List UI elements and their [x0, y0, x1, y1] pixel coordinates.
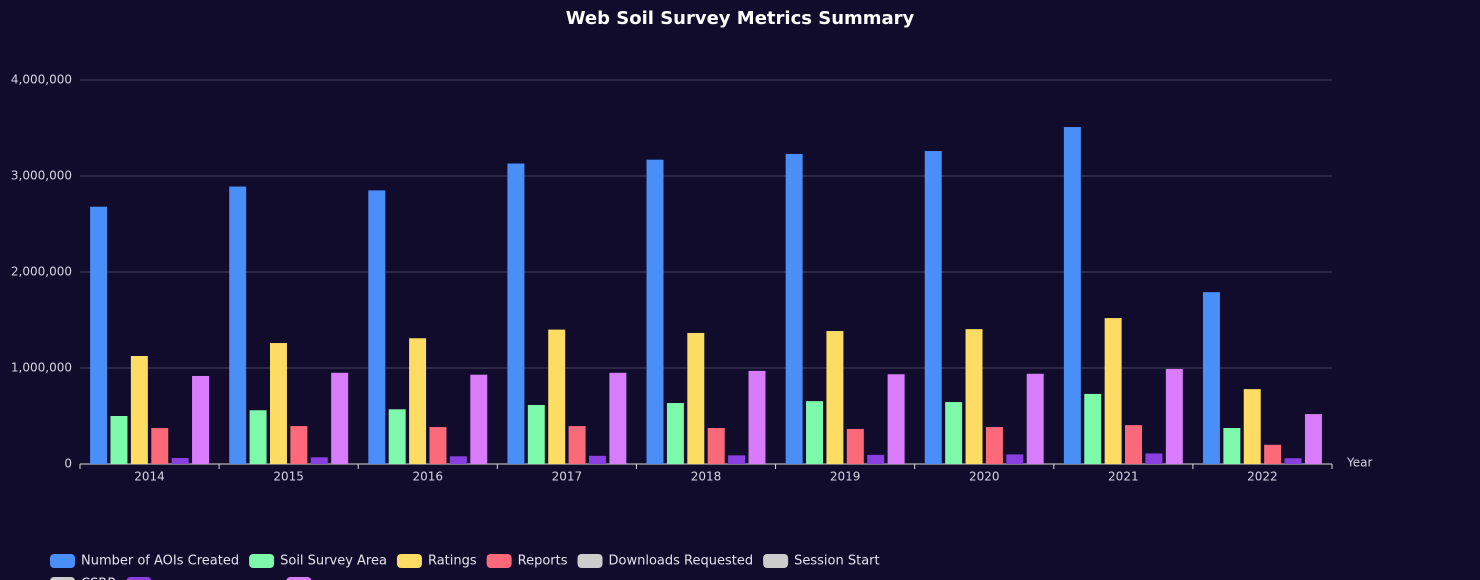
bar: [1145, 453, 1163, 464]
legend-label[interactable]: Number of AOIs Created: [81, 554, 239, 569]
bar: [687, 332, 705, 464]
y-tick-label: 0: [64, 457, 72, 471]
legend-swatch[interactable]: [577, 554, 603, 568]
bar: [310, 457, 328, 464]
legend-swatch[interactable]: [50, 554, 75, 568]
x-axis-label: Year: [1346, 456, 1372, 470]
x-tick-label: 2018: [691, 470, 722, 484]
y-tick-label: 3,000,000: [11, 169, 72, 183]
x-tick-label: 2020: [969, 470, 1000, 484]
bar: [1243, 389, 1261, 464]
legend-swatch[interactable]: [286, 577, 312, 580]
legend-swatch[interactable]: [763, 554, 789, 568]
legend-swatch[interactable]: [486, 554, 512, 568]
bar: [609, 372, 627, 464]
legend-swatch[interactable]: [50, 577, 75, 580]
legend-label[interactable]: CSRR: [81, 577, 116, 580]
bar: [1202, 292, 1220, 464]
bar: [409, 338, 427, 464]
bar: [1006, 454, 1024, 464]
bar: [924, 151, 942, 465]
legend-label[interactable]: Ratings: [428, 554, 477, 569]
bar: [90, 206, 108, 464]
bar: [867, 454, 885, 464]
bar: [249, 410, 267, 464]
bar: [507, 163, 525, 464]
bar: [568, 426, 586, 464]
legend-label[interactable]: Downloads Requested: [609, 554, 754, 569]
legend-swatch[interactable]: [249, 554, 275, 568]
y-tick-label: 1,000,000: [11, 361, 72, 375]
x-tick-label: 2016: [413, 470, 444, 484]
bar: [1026, 373, 1044, 464]
bar: [588, 455, 606, 464]
bar: [707, 428, 725, 464]
bar: [368, 190, 386, 464]
bar: [806, 401, 824, 464]
bar: [1223, 428, 1241, 464]
bar: [785, 153, 803, 465]
x-tick-label: 2019: [830, 470, 861, 484]
bar: [666, 403, 684, 464]
bar: [887, 374, 905, 464]
x-tick-label: 2014: [134, 470, 165, 484]
bar: [646, 159, 664, 464]
bar: [548, 329, 566, 464]
bar: [985, 427, 1003, 464]
bar: [229, 186, 247, 464]
bar: [1284, 458, 1302, 464]
legend-label[interactable]: Reports: [518, 554, 568, 569]
bar: [1264, 444, 1282, 464]
bar: [728, 455, 746, 464]
bar: [388, 409, 406, 464]
bar: [527, 404, 545, 464]
x-tick-label: 2015: [273, 470, 304, 484]
bar: [470, 374, 488, 464]
bar: [826, 331, 844, 464]
bar: [1063, 127, 1081, 464]
bar: [171, 458, 189, 464]
bar: [429, 427, 447, 464]
bar: [945, 402, 963, 464]
x-tick-label: 2021: [1108, 470, 1139, 484]
y-tick-label: 2,000,000: [11, 265, 72, 279]
y-tick-label: 4,000,000: [11, 73, 72, 87]
x-tick-label: 2022: [1247, 470, 1278, 484]
bar: [130, 356, 148, 464]
bar: [449, 456, 467, 464]
bar: [290, 426, 308, 464]
bar: [965, 329, 983, 464]
bar: [269, 343, 287, 464]
bar: [1304, 414, 1322, 464]
bar: [192, 375, 210, 464]
bar: [1104, 318, 1122, 464]
x-tick-label: 2017: [552, 470, 583, 484]
bar: [151, 428, 169, 464]
legend-label[interactable]: Session Start: [794, 554, 880, 569]
bar: [1125, 425, 1143, 464]
chart-title: Web Soil Survey Metrics Summary: [566, 8, 915, 29]
bar: [846, 428, 864, 464]
bar: [331, 372, 349, 464]
legend-swatch[interactable]: [126, 577, 152, 580]
bar: [748, 370, 766, 464]
bar: [1165, 368, 1183, 464]
legend-label[interactable]: Soil Survey Area: [280, 554, 387, 569]
bar: [110, 416, 128, 464]
legend-swatch[interactable]: [396, 554, 422, 568]
bar: [1084, 393, 1102, 464]
